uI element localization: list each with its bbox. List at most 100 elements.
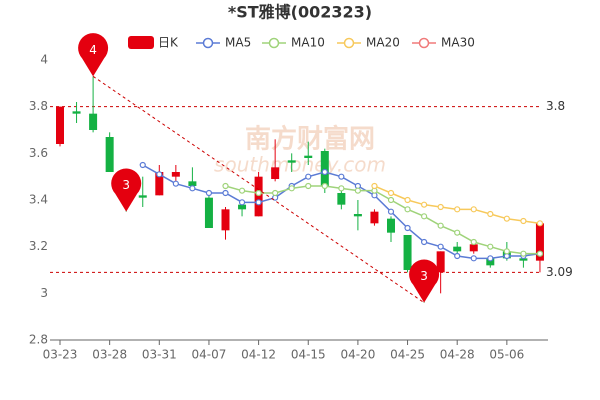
ma-point (354, 187, 361, 194)
trend-line (92, 75, 425, 304)
ma-point (421, 238, 428, 246)
ma-point (536, 220, 544, 227)
ma-point (454, 252, 461, 260)
ma-point (487, 243, 494, 250)
ma-point (338, 173, 345, 180)
x-tick-label: 04-20 (340, 348, 375, 362)
candle-body (89, 113, 98, 130)
candle-body (486, 258, 495, 266)
x-tick-label: 04-15 (291, 348, 326, 362)
candle-body (105, 137, 114, 172)
candle-body (370, 211, 379, 224)
x-tick-label: 03-28 (92, 348, 127, 362)
candle-body (287, 160, 296, 163)
ma-point (421, 213, 428, 220)
ma-point (321, 182, 328, 190)
ma-point (454, 229, 461, 236)
legend-label: MA20 (366, 36, 400, 50)
ma-point (205, 189, 213, 197)
reference-label: 3.09 (546, 265, 573, 279)
y-tick-label: 3.2 (29, 239, 48, 253)
legend-swatch (268, 37, 280, 49)
ma-point (338, 185, 345, 192)
ma-point (520, 250, 527, 257)
y-tick-label: 3.6 (29, 146, 48, 160)
ma-point (437, 222, 444, 229)
ma-point (255, 189, 262, 197)
candle-body (138, 195, 147, 198)
candle-body (353, 214, 362, 217)
candle-body (238, 204, 247, 210)
ma-point (288, 185, 295, 192)
annotation-text: 3 (122, 178, 130, 192)
candle-body (403, 235, 412, 270)
candle-body (453, 246, 462, 252)
ma-point (503, 215, 510, 222)
candle-body (221, 209, 230, 231)
annotation-pin (78, 33, 109, 77)
legend-swatch (202, 37, 214, 49)
ma-point (189, 185, 196, 192)
candle-body (254, 176, 263, 217)
candle-body (271, 167, 280, 179)
watermark: southmoney.com (214, 153, 386, 177)
ma-point (371, 182, 378, 190)
candle-body (469, 244, 478, 252)
ma-point (503, 248, 510, 255)
ma-point (470, 238, 477, 246)
ma-point (470, 255, 477, 262)
candle-body (387, 218, 395, 233)
legend-label: MA10 (291, 36, 325, 50)
y-tick-label: 2.8 (29, 333, 48, 347)
ma-point (321, 168, 328, 176)
legend-swatch (418, 37, 430, 49)
x-tick-label: 04-12 (241, 348, 276, 362)
ma-point (470, 206, 477, 213)
candle-body (171, 172, 180, 177)
legend-swatch (128, 36, 154, 49)
candle-body (56, 106, 64, 144)
ma-point (387, 208, 395, 215)
ma-point (421, 201, 428, 208)
candle-body (519, 258, 528, 261)
legend-label: MA30 (441, 36, 475, 50)
ma-point (305, 182, 312, 190)
candle-body (304, 155, 313, 158)
ma-point (305, 173, 312, 180)
ma-point (387, 189, 395, 197)
ma-point (404, 196, 411, 204)
ma-point (172, 180, 179, 187)
ma-point (139, 161, 146, 169)
ma-point (437, 243, 444, 250)
legend-label: MA5 (225, 36, 251, 50)
ma-point (454, 206, 461, 213)
ma-point (272, 189, 279, 197)
ma-point (520, 217, 527, 225)
candle-body (535, 223, 544, 261)
y-tick-label: 3.4 (29, 193, 48, 207)
ma-point (487, 210, 494, 218)
candle-body (204, 197, 213, 228)
ma-point (255, 199, 262, 206)
annotation-pin (111, 168, 142, 212)
candle-body (188, 181, 197, 186)
ma-point (222, 189, 229, 197)
candle-body (72, 111, 81, 114)
watermark: 南方财富网 (245, 124, 375, 155)
reference-label: 3.8 (546, 99, 565, 113)
y-tick-label: 3.8 (29, 99, 48, 113)
x-tick-label: 03-31 (142, 348, 177, 362)
ma-point (536, 250, 544, 257)
candle-body (337, 193, 346, 205)
ma-point (437, 203, 444, 211)
chart-title: *ST雅博(002323) (228, 3, 372, 22)
annotation-text: 4 (89, 43, 97, 57)
y-tick-label: 3 (40, 286, 48, 300)
y-tick-label: 4 (40, 53, 48, 67)
candle-body (436, 251, 445, 273)
x-tick-label: 03-23 (43, 348, 78, 362)
ma-point (487, 255, 494, 262)
x-tick-label: 04-25 (390, 348, 425, 362)
ma-point (222, 182, 229, 190)
